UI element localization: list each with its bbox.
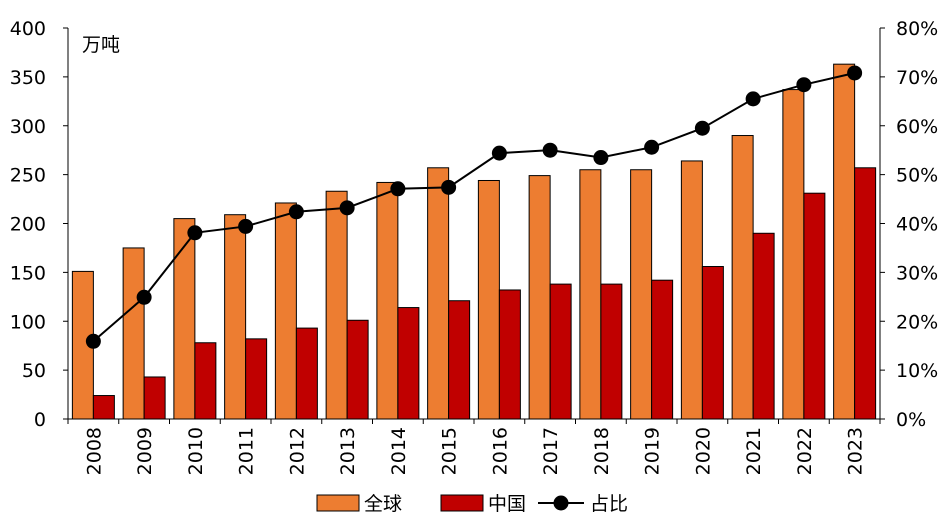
bar-china-2014: [397, 307, 420, 420]
share-point-2016: [491, 145, 507, 161]
x-tick-label: 2023: [845, 427, 867, 475]
y-left-tick-label: 400: [10, 18, 46, 40]
legend-swatch-global: [316, 494, 360, 512]
bar-china-2015: [448, 300, 471, 420]
bar-global-2013: [325, 190, 348, 420]
unit-label: 万吨: [82, 34, 120, 56]
bar-china-2023: [854, 167, 877, 420]
share-point-2021: [745, 91, 761, 107]
axes-layer: 0 50 100 150 200 250 300 350 400 0% 10% 20% 30% 40% 50…: [10, 18, 939, 475]
y-left-tick-label: 0: [34, 409, 46, 431]
bar-china-2009: [143, 376, 166, 420]
y-right-tick-label: 20%: [896, 311, 938, 333]
y-right-tick-label: 60%: [896, 116, 938, 138]
x-tick-label: 2013: [337, 427, 359, 475]
x-tick-label: 2018: [591, 427, 613, 475]
y-left-tick-label: 150: [10, 262, 46, 284]
bar-china-2021: [752, 232, 775, 420]
bar-china-2013: [346, 319, 369, 420]
x-tick-label: 2021: [743, 427, 765, 475]
legend: 全球 中国 占比: [316, 493, 628, 515]
x-tick-label: 2009: [134, 427, 156, 475]
x-tick-label: 2020: [692, 427, 714, 475]
line-layer: [85, 65, 863, 349]
y-right-tick-label: 80%: [896, 18, 938, 40]
bar-china-2008: [92, 395, 115, 420]
x-tick-label: 2019: [642, 427, 664, 475]
share-line: [92, 71, 855, 343]
bar-global-2009: [122, 247, 145, 420]
legend-label-china: 中国: [488, 493, 526, 515]
legend-marker-share: [553, 495, 569, 511]
bars-layer: [71, 63, 877, 420]
share-point-2013: [339, 200, 355, 216]
bar-global-2018: [579, 169, 602, 420]
x-tick-label: 2017: [540, 427, 562, 475]
bar-global-2017: [528, 175, 551, 420]
bar-global-2015: [427, 167, 450, 420]
bar-global-2010: [173, 218, 196, 420]
y-left-tick-label: 200: [10, 214, 46, 236]
x-tick-label: 2010: [185, 427, 207, 475]
bar-china-2018: [600, 283, 623, 420]
bar-global-2020: [680, 160, 703, 420]
share-point-2014: [390, 181, 406, 197]
bar-china-2020: [701, 266, 724, 420]
legend-label-global: 全球: [364, 493, 402, 515]
bar-global-2019: [630, 169, 653, 420]
legend-swatch-china: [440, 494, 484, 512]
share-point-2011: [238, 218, 254, 234]
y-right-tick-label: 70%: [896, 67, 938, 89]
legend-label-share: 占比: [590, 493, 628, 515]
bar-china-2017: [549, 283, 572, 420]
x-tick-label: 2016: [489, 427, 511, 475]
share-point-2012: [288, 204, 304, 220]
share-point-2008: [85, 333, 101, 349]
y-right-tick-label: 10%: [896, 360, 938, 382]
share-point-2022: [796, 77, 812, 93]
bar-global-2021: [731, 135, 754, 420]
y-right-tick-label: 40%: [896, 214, 938, 236]
share-point-2018: [593, 150, 609, 166]
bar-global-2012: [274, 202, 297, 420]
y-left-tick-label: 250: [10, 165, 46, 187]
y-left-tick-label: 100: [10, 311, 46, 333]
share-point-2020: [694, 120, 710, 136]
bar-china-2011: [245, 338, 268, 420]
y-right-tick-label: 0%: [896, 409, 926, 431]
share-point-2019: [644, 139, 660, 155]
y-left-tick-label: 50: [22, 360, 46, 382]
y-right-tick-label: 30%: [896, 262, 938, 284]
share-point-2015: [441, 179, 457, 195]
bar-china-2022: [803, 192, 826, 420]
share-point-2010: [187, 225, 203, 241]
bar-china-2010: [194, 342, 217, 420]
x-tick-label: 2015: [439, 427, 461, 475]
y-left-tick-label: 350: [10, 67, 46, 89]
x-tick-label: 2008: [83, 427, 105, 475]
y-left-tick-label: 300: [10, 116, 46, 138]
bar-global-2022: [782, 89, 805, 420]
x-tick-label: 2011: [236, 427, 258, 475]
bar-china-2019: [651, 279, 674, 420]
bar-global-2014: [376, 181, 399, 420]
bar-global-2011: [224, 214, 247, 420]
y-right-tick-label: 50%: [896, 165, 938, 187]
x-tick-label: 2012: [286, 427, 308, 475]
x-tick-label: 2022: [794, 427, 816, 475]
x-tick-label: 2014: [388, 427, 410, 475]
bar-global-2016: [477, 179, 500, 420]
bar-china-2016: [498, 289, 521, 420]
bar-china-2012: [295, 327, 318, 420]
share-point-2009: [136, 289, 152, 305]
share-point-2023: [847, 65, 863, 81]
share-point-2017: [542, 142, 558, 158]
bar-global-2023: [833, 63, 856, 420]
